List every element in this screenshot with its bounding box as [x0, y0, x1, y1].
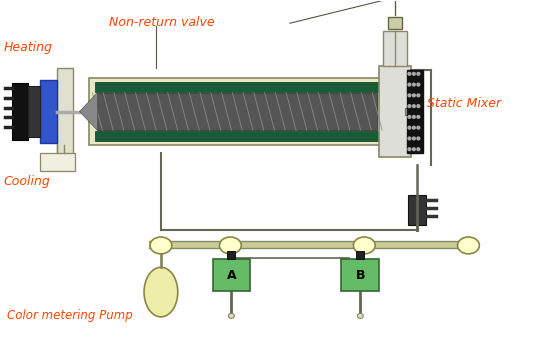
Circle shape	[417, 148, 420, 150]
Ellipse shape	[150, 237, 172, 254]
Ellipse shape	[228, 313, 234, 318]
Text: A: A	[227, 269, 236, 282]
Text: Color metering Pump: Color metering Pump	[7, 309, 133, 322]
Bar	[96, 131, 379, 141]
Bar	[40, 153, 75, 171]
Ellipse shape	[458, 237, 480, 254]
Circle shape	[408, 105, 411, 107]
Bar	[28, 86, 40, 137]
Circle shape	[412, 105, 415, 107]
Circle shape	[408, 83, 411, 86]
Bar	[212, 259, 250, 291]
Bar	[227, 251, 235, 259]
Circle shape	[417, 83, 420, 86]
Circle shape	[412, 148, 415, 150]
Circle shape	[408, 116, 411, 118]
Circle shape	[412, 83, 415, 86]
Circle shape	[412, 94, 415, 97]
Ellipse shape	[144, 267, 178, 317]
Bar	[96, 82, 379, 92]
Bar	[388, 17, 402, 29]
Text: Non-return valve: Non-return valve	[109, 16, 215, 29]
Circle shape	[417, 126, 420, 129]
Text: Cooling: Cooling	[3, 175, 50, 188]
Text: Static Mixer: Static Mixer	[427, 97, 501, 110]
Bar	[90, 78, 387, 145]
Circle shape	[417, 116, 420, 118]
Text: B: B	[355, 269, 365, 282]
Bar	[379, 66, 411, 157]
Bar	[57, 68, 73, 155]
Bar	[407, 70, 423, 153]
Circle shape	[412, 126, 415, 129]
Circle shape	[408, 137, 411, 140]
Circle shape	[408, 72, 411, 75]
Circle shape	[417, 105, 420, 107]
Circle shape	[417, 72, 420, 75]
Polygon shape	[80, 93, 97, 130]
Bar	[356, 251, 364, 259]
Circle shape	[408, 148, 411, 150]
Circle shape	[412, 137, 415, 140]
Circle shape	[408, 94, 411, 97]
Circle shape	[412, 116, 415, 118]
Bar	[40, 80, 57, 143]
Bar	[97, 93, 377, 130]
Circle shape	[412, 72, 415, 75]
Circle shape	[417, 94, 420, 97]
Bar	[342, 259, 379, 291]
Bar	[383, 31, 407, 66]
Bar	[405, 107, 413, 116]
Circle shape	[417, 137, 420, 140]
Ellipse shape	[353, 237, 375, 254]
Bar	[408, 195, 426, 225]
Circle shape	[408, 126, 411, 129]
Ellipse shape	[219, 237, 241, 254]
Bar	[12, 83, 28, 140]
Text: Heating: Heating	[3, 41, 52, 54]
Ellipse shape	[358, 313, 364, 318]
